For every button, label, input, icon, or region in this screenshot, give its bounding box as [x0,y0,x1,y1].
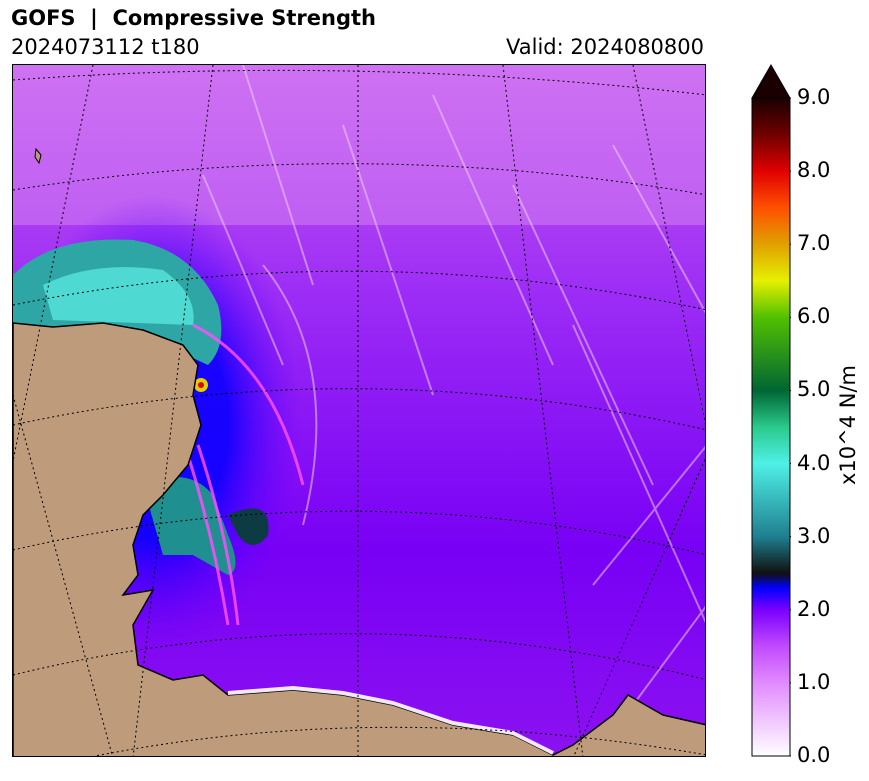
map-canvas [13,65,705,756]
colorbar-tick-label: 4.0 [797,450,831,475]
ridging-arcs [186,323,305,626]
colorbar-tick-label: 7.0 [797,231,831,256]
ice-lineaments [202,65,705,706]
valid-time-label: Valid: 2024080800 [506,35,704,59]
colorbar-tick-label: 8.0 [797,158,831,183]
colorbar [751,64,791,757]
coastal-fast-ice [227,685,554,755]
colorbar-tick-label: 3.0 [797,523,831,548]
land-mass [13,322,705,756]
peak-strength-core [198,382,204,388]
dark-ice-patch [228,508,269,545]
colorbar-tick-label: 9.0 [797,85,831,109]
small-island [34,147,42,165]
colorbar-tick-label: 6.0 [797,304,831,329]
run-label: 2024073112 t180 [11,35,200,59]
high-strength-patch [43,267,194,325]
map-title: GOFS | Compressive Strength [11,6,376,30]
colorbar-tick-label: 1.0 [797,669,831,694]
colorbar-units-label: x10^4 N/m [836,364,860,486]
colorbar-tick-label: 0.0 [797,743,831,767]
map-panel [12,64,706,757]
low-strength-zone [13,65,705,225]
graticule [13,65,705,756]
colorbar-extend-max [751,64,791,99]
colorbar-gradient [751,97,791,757]
colorbar-tick-label: 2.0 [797,596,831,621]
colorbar-tick-label: 5.0 [797,377,831,402]
